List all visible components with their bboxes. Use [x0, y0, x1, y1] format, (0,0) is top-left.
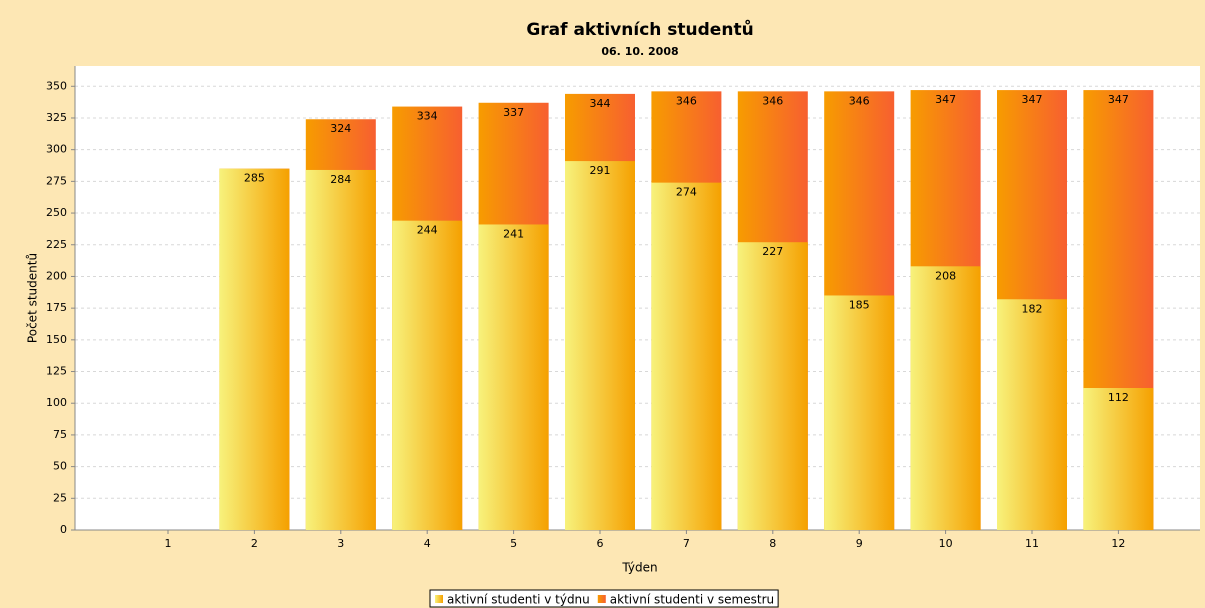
- data-label: 346: [849, 94, 870, 107]
- y-tick-label: 350: [46, 79, 67, 92]
- bar: [824, 295, 895, 530]
- bar: [1083, 388, 1154, 530]
- x-tick-label: 5: [510, 537, 517, 550]
- legend-swatch: [435, 595, 443, 603]
- data-label: 112: [1108, 391, 1129, 404]
- y-tick-label: 150: [46, 333, 67, 346]
- x-axis-label: Týden: [621, 561, 657, 575]
- x-tick-label: 7: [683, 537, 690, 550]
- chart-title: Graf aktivních studentů: [526, 18, 753, 40]
- data-label: 346: [762, 94, 783, 107]
- bar: [478, 224, 549, 530]
- legend-swatch: [597, 595, 606, 603]
- y-tick-label: 25: [53, 491, 67, 504]
- data-label: 284: [330, 173, 351, 186]
- y-tick-label: 100: [46, 396, 67, 409]
- data-label: 337: [503, 106, 524, 119]
- bar: [997, 299, 1067, 530]
- data-label: 244: [417, 224, 438, 237]
- y-tick-label: 125: [46, 365, 67, 378]
- x-tick-label: 9: [856, 537, 863, 550]
- x-tick-label: 11: [1025, 537, 1039, 550]
- x-tick-label: 3: [337, 537, 344, 550]
- data-label: 241: [503, 227, 524, 240]
- x-tick-label: 10: [939, 537, 953, 550]
- legend-label: aktivní studenti v semestru: [610, 593, 774, 607]
- y-tick-label: 75: [53, 428, 67, 441]
- y-axis-label: Počet studentů: [26, 253, 40, 343]
- y-tick-label: 250: [46, 206, 67, 219]
- bar: [565, 161, 635, 530]
- data-label: 185: [849, 298, 870, 311]
- legend-label: aktivní studenti v týdnu: [447, 593, 590, 607]
- bar: [305, 169, 376, 530]
- x-tick-label: 2: [251, 537, 258, 550]
- y-tick-label: 200: [46, 269, 67, 282]
- data-label: 347: [1108, 93, 1129, 106]
- data-label: 347: [1022, 93, 1043, 106]
- data-label: 291: [590, 164, 611, 177]
- chart-subtitle: 06. 10. 2008: [601, 45, 678, 58]
- y-tick-label: 0: [60, 523, 67, 536]
- data-label: 285: [244, 172, 265, 185]
- data-label: 227: [762, 245, 783, 258]
- y-tick-label: 225: [46, 238, 67, 251]
- y-tick-label: 50: [53, 460, 67, 473]
- bar: [219, 168, 290, 530]
- x-tick-label: 8: [769, 537, 776, 550]
- x-tick-label: 12: [1111, 537, 1125, 550]
- y-tick-label: 275: [46, 174, 67, 187]
- data-label: 182: [1022, 302, 1043, 315]
- legend: aktivní studenti v týdnu aktivní studenti…: [429, 589, 779, 608]
- bar: [651, 182, 722, 530]
- y-tick-label: 300: [46, 143, 67, 156]
- data-label: 208: [935, 269, 956, 282]
- y-tick-label: 175: [46, 301, 67, 314]
- bar: [910, 266, 981, 530]
- data-label: 274: [676, 186, 697, 199]
- x-tick-label: 6: [597, 537, 604, 550]
- bar: [737, 242, 808, 531]
- bar: [392, 220, 463, 530]
- x-tick-label: 4: [424, 537, 431, 550]
- y-tick-label: 325: [46, 111, 67, 124]
- data-label: 324: [330, 122, 351, 135]
- data-label: 347: [935, 93, 956, 106]
- data-label: 344: [590, 97, 611, 110]
- data-label: 346: [676, 94, 697, 107]
- x-tick-label: 1: [165, 537, 172, 550]
- data-label: 334: [417, 110, 438, 123]
